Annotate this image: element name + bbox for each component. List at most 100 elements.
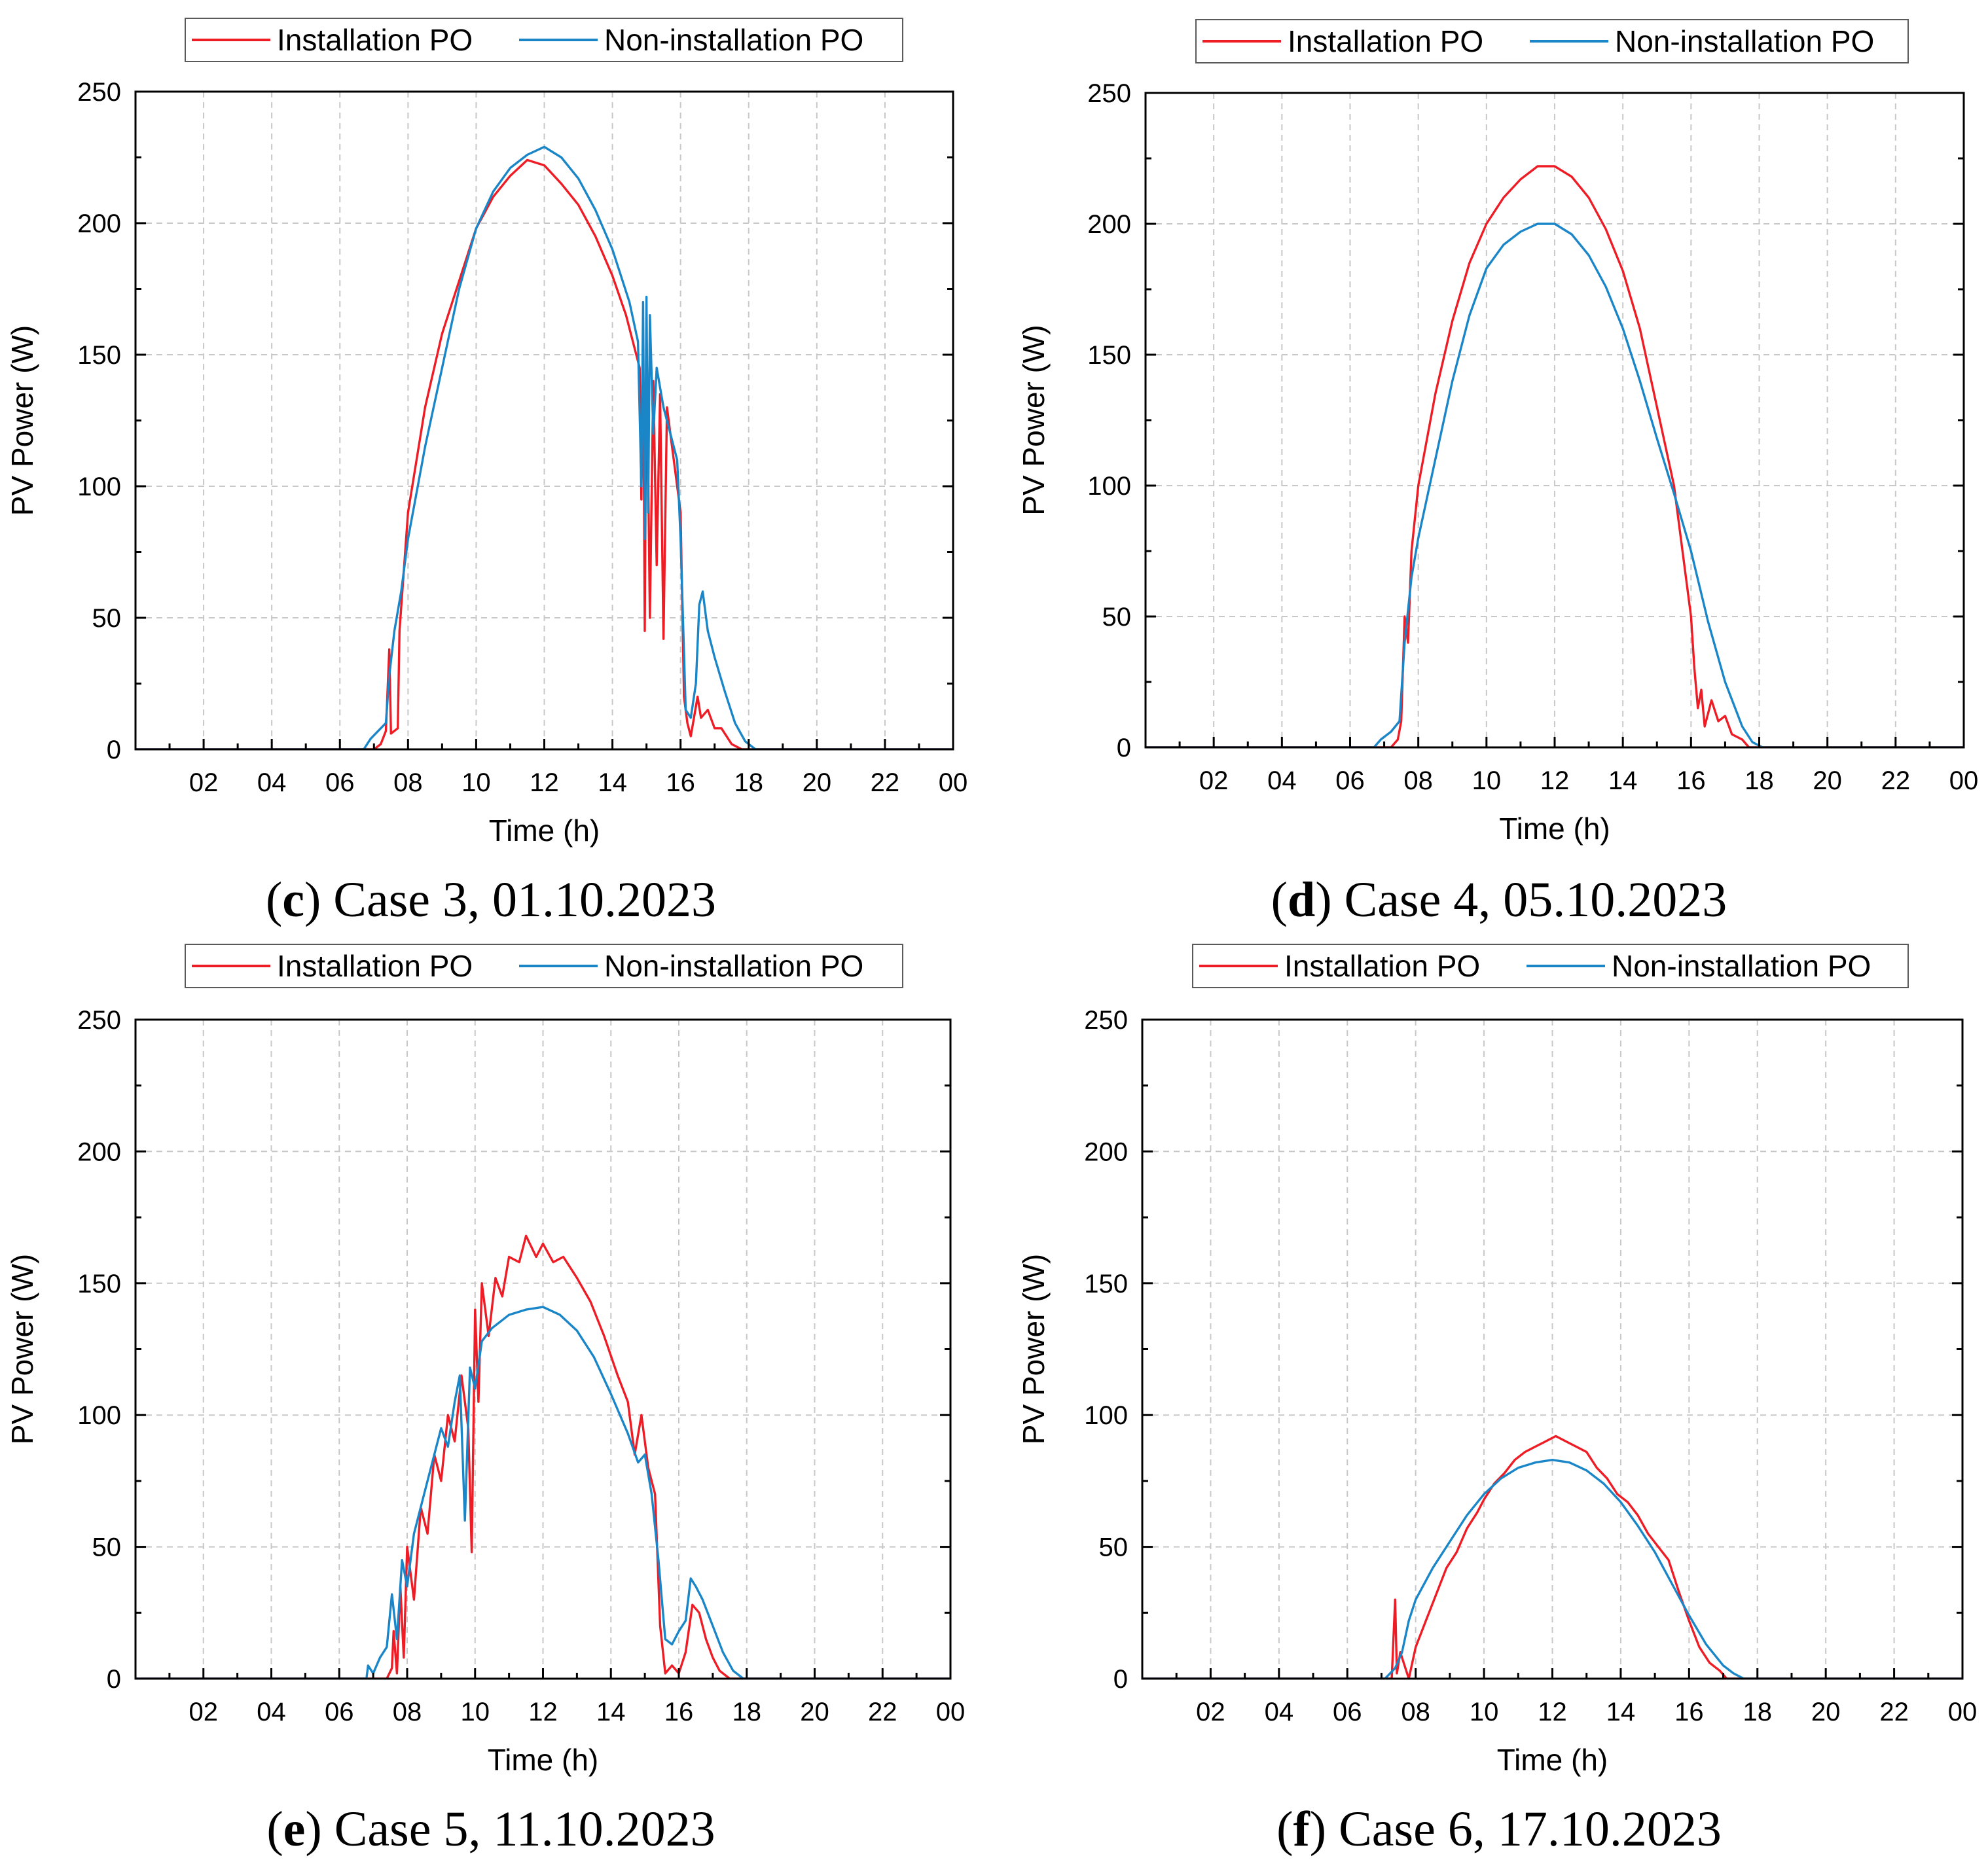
x-tick-label: 10	[461, 1698, 490, 1726]
x-tick-label: 08	[393, 768, 423, 797]
non-installation-po-line	[1146, 223, 1964, 747]
caption-text: ) Case 6, 17.10.2023	[1310, 1802, 1722, 1857]
y-tick-label: 150	[77, 1270, 121, 1298]
grid	[1146, 93, 1964, 747]
y-tick-label: 250	[1087, 79, 1131, 108]
grid	[136, 92, 953, 749]
caption-text: ) Case 5, 11.10.2023	[305, 1802, 715, 1857]
x-tick-label: 18	[1743, 1698, 1773, 1726]
y-axis-title: PV Power (W)	[5, 1254, 39, 1444]
x-tick-label: 22	[868, 1698, 897, 1726]
legend: Installation PO Non-installation PO	[1195, 19, 1909, 63]
x-tick-label: 20	[800, 1698, 829, 1726]
x-tick-label: 20	[1813, 766, 1842, 795]
y-tick-label: 50	[92, 604, 122, 633]
x-tick-label: 18	[1744, 766, 1774, 795]
x-tick-label: 06	[325, 1698, 354, 1726]
y-tick-label: 0	[1113, 1665, 1128, 1694]
caption-text: ) Case 4, 05.10.2023	[1315, 872, 1727, 927]
legend-installation-label: Installation PO	[277, 23, 473, 57]
y-tick-label: 100	[1084, 1401, 1128, 1430]
x-tick-label: 16	[666, 768, 695, 797]
x-tick-label: 10	[461, 768, 491, 797]
y-axis-title: PV Power (W)	[1017, 325, 1051, 515]
x-tick-label: 22	[1879, 1698, 1909, 1726]
legend-installation-label: Installation PO	[277, 949, 473, 983]
x-tick-label: 00	[1948, 1698, 1978, 1726]
legend-non-installation-label: Non-installation PO	[1615, 24, 1874, 58]
x-tick-label: 04	[1265, 1698, 1294, 1726]
x-tick-label: 22	[1881, 766, 1911, 795]
x-tick-label: 16	[1676, 766, 1706, 795]
legend: Installation PO Non-installation PO	[1192, 944, 1909, 988]
x-tick-label: 06	[325, 768, 355, 797]
non-installation-po-line	[1142, 1459, 1962, 1679]
x-tick-label: 04	[1267, 766, 1297, 795]
x-tick-label: 12	[1540, 766, 1570, 795]
x-axis-title: Time (h)	[1499, 812, 1610, 846]
x-tick-label: 06	[1335, 766, 1365, 795]
y-tick-label: 0	[107, 1665, 121, 1694]
x-tick-label: 20	[803, 768, 832, 797]
y-tick-label: 150	[1087, 341, 1131, 370]
y-tick-label: 150	[1084, 1270, 1128, 1298]
x-tick-label: 04	[257, 768, 287, 797]
x-tick-label: 18	[734, 768, 764, 797]
series-group	[1146, 165, 1964, 747]
y-tick-label: 200	[1087, 210, 1131, 239]
series-group	[136, 1234, 950, 1679]
y-tick-label: 200	[1084, 1137, 1128, 1166]
x-tick-label: 16	[1674, 1698, 1704, 1726]
legend-installation-label: Installation PO	[1288, 24, 1483, 58]
x-tick-label: 10	[1470, 1698, 1499, 1726]
chart-caption: (f) Case 6, 17.10.2023	[1276, 1802, 1722, 1857]
y-tick-label: 100	[77, 1401, 121, 1430]
x-axis-title: Time (h)	[488, 1743, 599, 1777]
chart-caption: (d) Case 4, 05.10.2023	[1271, 872, 1727, 927]
x-tick-label: 14	[1606, 1698, 1636, 1726]
chart-caption: (e) Case 5, 11.10.2023	[266, 1802, 715, 1857]
caption-open-paren: (	[266, 1802, 283, 1857]
y-axis-title: PV Power (W)	[1017, 1254, 1051, 1444]
x-tick-label: 00	[1949, 766, 1979, 795]
caption-text: ) Case 3, 01.10.2023	[304, 872, 716, 927]
caption-letter: f	[1293, 1802, 1310, 1857]
y-tick-label: 0	[107, 736, 121, 764]
caption-open-paren: (	[1276, 1802, 1293, 1857]
y-tick-label: 100	[1087, 472, 1131, 501]
chart-panel-d: 02 04 06 08 10 12 14 16 18 20 22 00050100150200250T…	[1017, 19, 1979, 927]
x-tick-label: 06	[1333, 1698, 1362, 1726]
x-tick-label: 12	[528, 1698, 558, 1726]
caption-letter: c	[282, 872, 304, 927]
y-tick-label: 150	[77, 341, 121, 370]
y-tick-label: 200	[77, 209, 121, 238]
y-tick-label: 250	[77, 1006, 121, 1035]
x-axis-title: Time (h)	[1497, 1743, 1608, 1777]
chart-panel-e: 02 04 06 08 10 12 14 16 18 20 22 00050100150200250T…	[5, 944, 965, 1857]
series-group	[136, 145, 953, 749]
x-tick-label: 00	[936, 1698, 966, 1726]
x-tick-label: 14	[596, 1698, 626, 1726]
x-tick-label: 02	[189, 1698, 219, 1726]
legend: Installation PO Non-installation PO	[185, 944, 903, 988]
legend-non-installation-label: Non-installation PO	[1612, 949, 1871, 983]
caption-letter: e	[283, 1802, 306, 1857]
y-axis-title: PV Power (W)	[5, 325, 39, 516]
chart-caption: (c) Case 3, 01.10.2023	[266, 872, 716, 927]
x-tick-label: 12	[530, 768, 559, 797]
x-tick-label: 14	[598, 768, 627, 797]
x-tick-label: 16	[664, 1698, 694, 1726]
x-tick-label: 18	[732, 1698, 762, 1726]
x-tick-label: 08	[1403, 766, 1433, 795]
x-tick-label: 02	[189, 768, 219, 797]
y-tick-label: 0	[1117, 734, 1131, 762]
x-tick-label: 02	[1199, 766, 1229, 795]
x-tick-label: 04	[257, 1698, 286, 1726]
series-group	[1142, 1435, 1962, 1679]
x-tick-label: 20	[1811, 1698, 1841, 1726]
y-tick-label: 250	[1084, 1006, 1128, 1035]
chart-panel-c: 02 04 06 08 10 12 14 16 18 20 22 00050100150200250T…	[5, 18, 967, 927]
non-installation-po-line	[136, 1306, 950, 1679]
chart-panel-f: 02 04 06 08 10 12 14 16 18 20 22 00050100150200250T…	[1017, 944, 1977, 1857]
